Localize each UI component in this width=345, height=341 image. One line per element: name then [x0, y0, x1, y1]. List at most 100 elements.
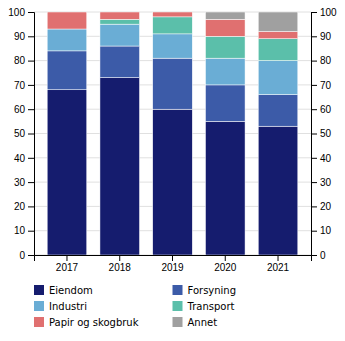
- tick-mark: [66, 255, 67, 261]
- y2-axis: 0102030405060708090100: [311, 7, 337, 261]
- bar: [258, 12, 298, 31]
- bar-series: [47, 12, 298, 39]
- tick-mark: [28, 36, 34, 37]
- tick: 0: [311, 250, 326, 261]
- bar: [258, 31, 298, 38]
- bar-series: [205, 12, 297, 31]
- tick: 90: [14, 31, 34, 42]
- bar: [100, 24, 140, 46]
- tick-label: 80: [320, 55, 332, 66]
- legend: EiendomForsyningIndustriTransportPapir o…: [34, 285, 236, 328]
- legend-label: Industri: [49, 301, 87, 312]
- bar: [153, 12, 193, 13]
- x-axis: 2017 2018 2019 2020 2021: [35, 255, 312, 273]
- tick-label: 20: [14, 201, 26, 212]
- legend-label: Annet: [188, 317, 218, 328]
- bar: [47, 51, 87, 90]
- chart: 2017 2018 2019 2020 2021 0 10 20 30 40 50 60 70 80 90 1…: [0, 0, 345, 341]
- bar: [153, 17, 193, 34]
- bars: [47, 12, 298, 255]
- tick-mark: [311, 206, 317, 207]
- tick-label: 60: [14, 104, 26, 115]
- tick-label: 2020: [214, 262, 237, 273]
- tick: 2021: [267, 255, 290, 273]
- tick: 20: [14, 201, 34, 212]
- tick: 80: [14, 55, 34, 66]
- tick-mark: [311, 12, 317, 13]
- tick-mark: [28, 255, 34, 256]
- tick-label: 70: [14, 80, 26, 91]
- bar: [205, 85, 245, 121]
- axis-line: [28, 13, 35, 256]
- tick-label: 10: [14, 225, 26, 236]
- tick-mark: [311, 85, 317, 86]
- bar: [205, 19, 245, 36]
- bar: [205, 36, 245, 58]
- tick-label: 2018: [109, 262, 132, 273]
- y-axis: 0 10 20 30 40 50 60 70 80 90 100: [8, 7, 34, 261]
- tick: 50: [14, 128, 34, 139]
- tick: 2019: [161, 255, 184, 273]
- legend-swatch: [173, 317, 183, 327]
- tick: 60: [14, 104, 34, 115]
- tick-label: 90: [14, 31, 26, 42]
- grid: [34, 12, 311, 255]
- bar: [205, 12, 245, 19]
- bar: [47, 12, 87, 13]
- bar: [153, 34, 193, 58]
- legend-swatch: [34, 317, 44, 327]
- tick-mark: [311, 61, 317, 62]
- tick-mark: [28, 206, 34, 207]
- legend-label: Transport: [187, 301, 235, 312]
- tick-label: 50: [14, 128, 26, 139]
- tick-mark: [278, 255, 279, 261]
- legend-label: Papir og skogbruk: [49, 317, 139, 328]
- tick-label: 10: [320, 225, 332, 236]
- tick-mark: [28, 182, 34, 183]
- tick-label: 2019: [161, 262, 184, 273]
- tick-mark: [311, 158, 317, 159]
- tick-mark: [119, 255, 120, 261]
- tick: 70: [311, 80, 332, 91]
- tick: 50: [311, 128, 332, 139]
- tick: 90: [311, 31, 332, 42]
- bar: [258, 126, 298, 255]
- tick-label: 100: [8, 7, 25, 18]
- tick-mark: [311, 231, 317, 232]
- bar: [47, 90, 87, 255]
- axis-line: [35, 256, 312, 262]
- legend-item: Papir og skogbruk: [34, 317, 139, 328]
- bar: [100, 19, 140, 24]
- tick-mark: [311, 182, 317, 183]
- tick-label: 0: [19, 250, 25, 261]
- plot: 2017 2018 2019 2020 2021 0 10 20 30 40 50 60 70 80 90 1…: [8, 7, 337, 273]
- legend-item: Forsyning: [173, 285, 237, 296]
- tick-mark: [311, 109, 317, 110]
- legend-item: Annet: [173, 317, 218, 328]
- tick: 70: [14, 80, 34, 91]
- tick-label: 30: [14, 177, 26, 188]
- bar: [153, 12, 193, 17]
- tick-mark: [311, 255, 317, 256]
- bar-series: [47, 24, 298, 94]
- tick: 10: [14, 225, 34, 236]
- tick-mark: [172, 255, 173, 261]
- tick: 40: [311, 153, 332, 164]
- tick-label: 40: [14, 153, 26, 164]
- bar: [100, 46, 140, 78]
- tick-mark: [28, 134, 34, 135]
- tick-mark: [28, 12, 34, 13]
- tick-label: 70: [320, 80, 332, 91]
- tick: 60: [311, 104, 332, 115]
- bar: [100, 12, 140, 13]
- axis-line: [312, 13, 318, 256]
- tick-label: 40: [320, 153, 332, 164]
- legend-swatch: [34, 285, 44, 295]
- tick-mark: [28, 158, 34, 159]
- tick: 80: [311, 55, 332, 66]
- tick-label: 2017: [56, 262, 79, 273]
- tick-mark: [311, 36, 317, 37]
- tick-label: 100: [320, 7, 337, 18]
- tick: 100: [8, 7, 34, 18]
- tick-mark: [28, 109, 34, 110]
